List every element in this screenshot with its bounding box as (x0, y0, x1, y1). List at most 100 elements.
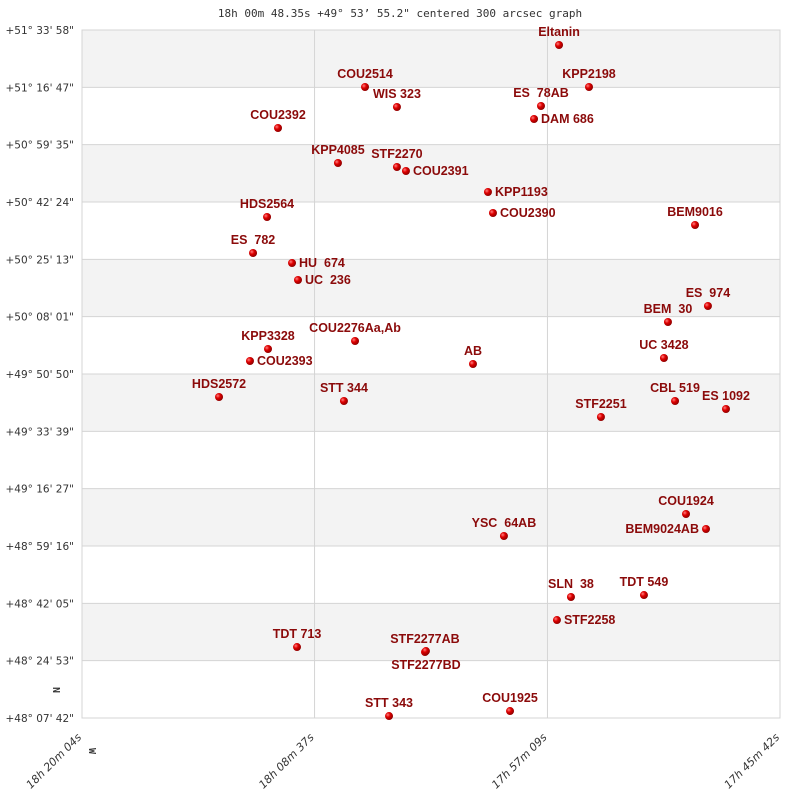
star-label: WIS 323 (373, 87, 421, 101)
star-label: KPP3328 (241, 329, 295, 343)
grid-band (82, 30, 780, 88)
y-tick-label: +50° 25' 13" (5, 254, 74, 266)
star-point (671, 397, 680, 406)
y-axis-ticks: +51° 33' 58" +51° 16' 47" +50° 59' 35" +50°… (5, 25, 74, 725)
star-point (703, 302, 712, 311)
x-axis-ticks: 18h 20m 04s 18h 08m 37s 17h 57m 09s 17h 45m… (24, 731, 783, 792)
chart-title: 18h 00m 48.35s +49° 53’ 55.2" centered 3… (218, 7, 582, 20)
y-tick-label: +51° 33' 58" (5, 25, 74, 37)
star-point (701, 525, 710, 534)
y-tick-label: +48° 07' 42" (5, 713, 74, 725)
star-point (264, 345, 273, 354)
star-label: STT 344 (320, 381, 368, 395)
star-point (536, 102, 545, 111)
star-point (499, 532, 508, 541)
grid-band (82, 603, 780, 661)
star-label: Eltanin (538, 25, 580, 39)
y-tick-label: +49° 50' 50" (5, 369, 74, 381)
star-label: COU2514 (337, 67, 393, 81)
star-label: COU1925 (482, 691, 538, 705)
star-label: COU2392 (250, 108, 306, 122)
star-point (288, 259, 297, 268)
star-label: HU 674 (299, 256, 345, 270)
star-label: CBL 519 (650, 381, 700, 395)
star-point (421, 647, 430, 656)
star-point (293, 276, 302, 285)
star-point (468, 359, 477, 368)
grid-band (82, 488, 780, 546)
compass-west: W (86, 748, 97, 755)
star-point (293, 643, 302, 652)
star-label: AB (464, 344, 482, 358)
star-point (596, 413, 605, 422)
star-label: UC 236 (305, 273, 351, 287)
star-label: BEM9016 (667, 205, 723, 219)
x-tick-label: 18h 20m 04s (24, 731, 85, 792)
star-point (392, 163, 401, 172)
y-tick-label: +50° 08' 01" (5, 312, 74, 324)
star-label: ES 974 (686, 286, 731, 300)
star-point (585, 82, 594, 91)
y-tick-label: +48° 24' 53" (5, 656, 74, 668)
star-point (555, 40, 564, 49)
star-label: COU2276Aa,Ab (309, 321, 401, 335)
star-label: STF2277BD (391, 658, 460, 672)
star-label: TDT 713 (273, 627, 322, 641)
star-label: ES 78AB (513, 86, 569, 100)
star-point (691, 221, 700, 230)
star-point (361, 82, 370, 91)
star-label: COU2391 (413, 164, 469, 178)
star-label: COU2390 (500, 206, 556, 220)
star-point (488, 209, 497, 218)
x-tick-label: 17h 57m 09s (489, 731, 550, 792)
y-tick-label: +48° 59' 16" (5, 541, 74, 553)
star-label: YSC 64AB (472, 516, 537, 530)
star-point (333, 159, 342, 168)
star-point (351, 337, 360, 346)
star-label: ES 1092 (702, 389, 750, 403)
star-point (339, 397, 348, 406)
star-label: BEM 30 (644, 302, 693, 316)
star-label: TDT 549 (620, 575, 669, 589)
y-tick-label: +50° 42' 24" (5, 197, 74, 209)
star-point (530, 114, 539, 123)
star-label: ES 782 (231, 233, 276, 247)
star-point (639, 591, 648, 600)
x-tick-label: 18h 08m 37s (256, 731, 317, 792)
star-label: STF2251 (575, 397, 626, 411)
star-label: DAM 686 (541, 112, 594, 126)
star-label: STF2270 (371, 147, 422, 161)
star-label: KPP2198 (562, 67, 616, 81)
grid-band (82, 374, 780, 432)
star-points (215, 40, 730, 721)
star-point (245, 356, 254, 365)
star-label: BEM9024AB (625, 522, 699, 536)
star-point (566, 593, 575, 602)
star-point (249, 249, 258, 258)
star-point (682, 510, 691, 519)
y-tick-label: +48° 42' 05" (5, 598, 74, 610)
x-tick-label: 17h 45m 42s (722, 731, 783, 792)
star-label: COU1924 (658, 494, 714, 508)
star-point (483, 188, 492, 197)
star-labels: Eltanin COU2514 WIS 323 COU2392 ES 78AB DAM 6… (192, 25, 750, 710)
star-point (552, 616, 561, 625)
star-point (385, 712, 394, 721)
y-tick-label: +50° 59' 35" (5, 140, 74, 152)
grid-bands (82, 30, 780, 661)
star-point (392, 103, 401, 112)
plot-frame (81, 29, 781, 719)
y-tick-label: +49° 16' 27" (5, 484, 74, 496)
star-label: COU2393 (257, 354, 313, 368)
star-label: KPP4085 (311, 143, 365, 157)
star-label: HDS2564 (240, 197, 294, 211)
star-label: STT 343 (365, 696, 413, 710)
star-point (721, 405, 730, 414)
star-point (663, 318, 672, 327)
star-label: STF2258 (564, 613, 615, 627)
star-point (506, 707, 515, 716)
y-tick-label: +49° 33' 39" (5, 426, 74, 438)
star-point (274, 124, 283, 133)
star-label: SLN 38 (548, 577, 594, 591)
grid-band (82, 144, 780, 202)
